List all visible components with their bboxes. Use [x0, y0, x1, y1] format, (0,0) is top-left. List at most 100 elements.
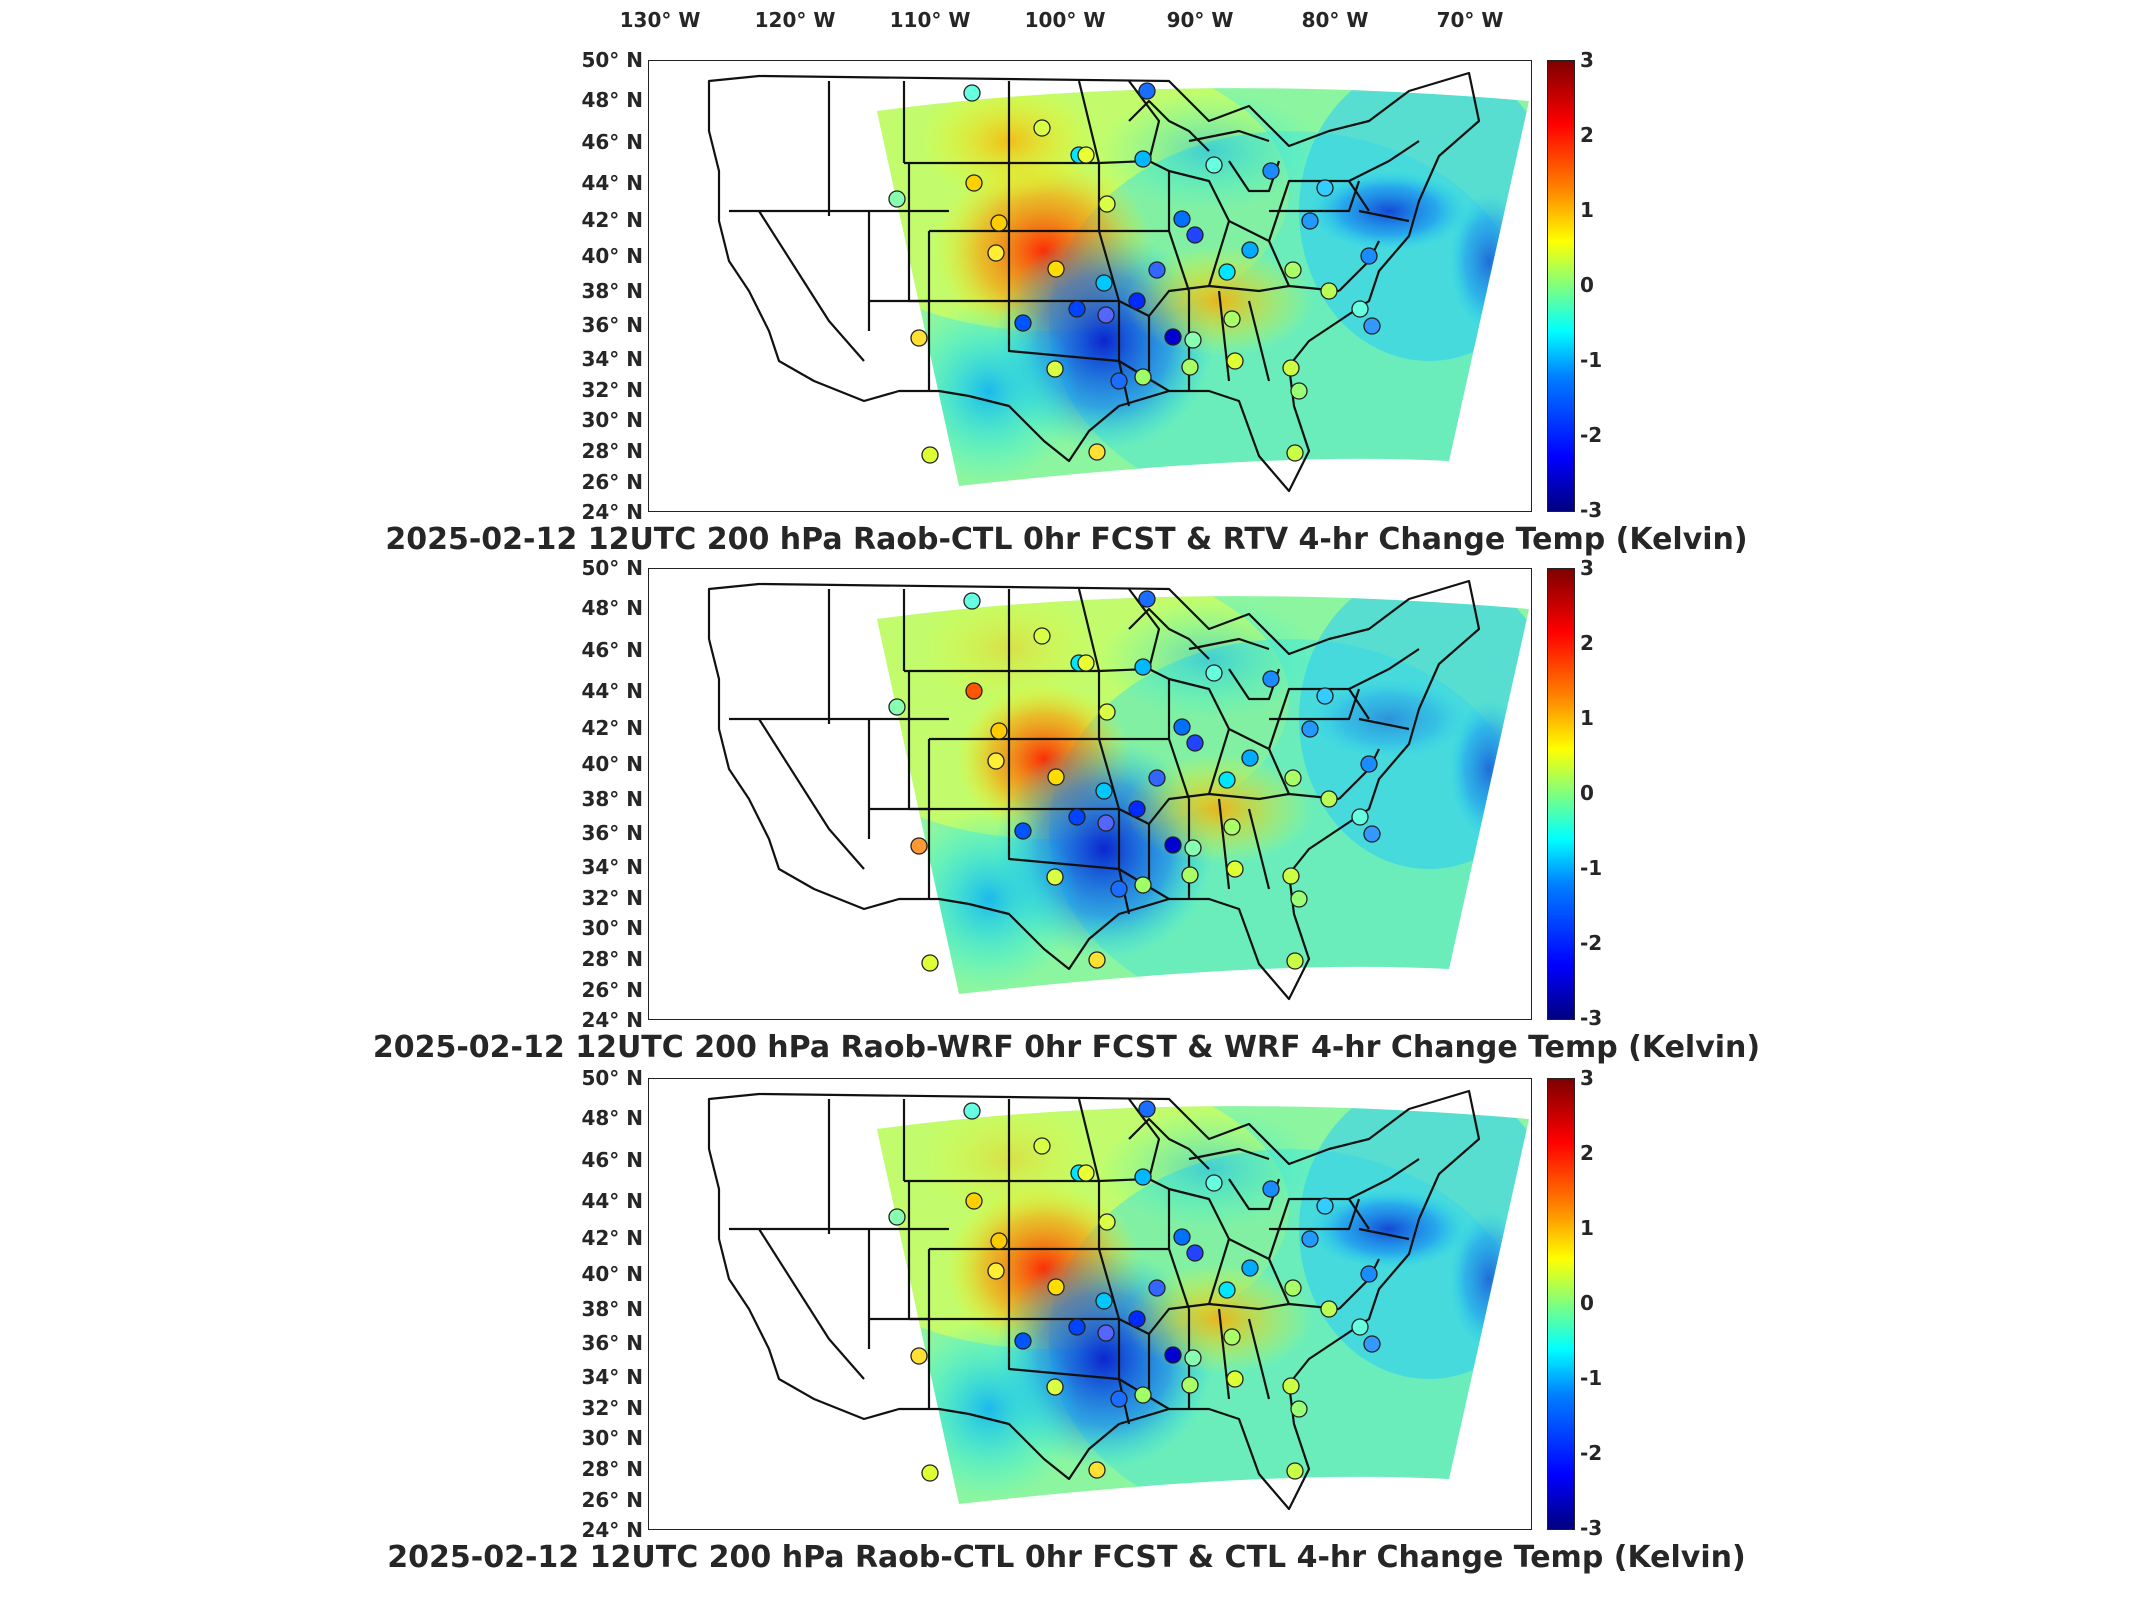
panel-title: 2025-02-12 12UTC 200 hPa Raob-CTL 0hr FC…	[385, 522, 1748, 557]
longitude-label: 90° W	[1166, 8, 1234, 32]
raob-station-marker	[1316, 179, 1334, 197]
raob-station-marker	[1286, 1462, 1304, 1480]
raob-station-marker	[1284, 261, 1302, 279]
raob-station-marker	[1360, 1265, 1378, 1283]
raob-station-marker	[1164, 836, 1182, 854]
map-area	[648, 568, 1532, 1020]
raob-station-marker	[1290, 382, 1308, 400]
raob-station-marker	[1262, 670, 1280, 688]
raob-station-marker	[1282, 1377, 1300, 1395]
longitude-label: 110° W	[889, 8, 971, 32]
raob-station-marker	[888, 190, 906, 208]
map-panel-rtv: 50° N 48° N 46° N 44° N 42° N 40° N 38° N 36° N…	[0, 48, 2133, 570]
raob-station-marker	[1014, 1332, 1032, 1350]
raob-station-marker	[1290, 1400, 1308, 1418]
raob-station-marker	[1351, 808, 1369, 826]
colorbar-tick-label: 3	[1580, 1066, 1594, 1090]
raob-station-marker	[1223, 310, 1241, 328]
raob-station-marker	[1068, 808, 1086, 826]
colorbar-tick-label: -2	[1580, 423, 1603, 447]
map-area	[648, 60, 1532, 512]
latitude-label: 34° N	[581, 855, 643, 879]
raob-station-marker	[1223, 818, 1241, 836]
raob-station-marker	[1262, 1180, 1280, 1198]
latitude-label: 38° N	[581, 279, 643, 303]
latitude-label: 38° N	[581, 787, 643, 811]
colorbar-tick-label: -2	[1580, 931, 1603, 955]
colorbar-tick-label: 2	[1580, 1141, 1594, 1165]
latitude-label: 26° N	[581, 470, 643, 494]
latitude-label: 40° N	[581, 752, 643, 776]
raob-station-marker	[1047, 1278, 1065, 1296]
latitude-label: 36° N	[581, 1331, 643, 1355]
raob-station-marker	[1186, 734, 1204, 752]
latitude-label: 26° N	[581, 1488, 643, 1512]
raob-station-marker	[987, 1262, 1005, 1280]
map-svg	[707, 71, 1529, 493]
colorbar-tick-label: 2	[1580, 123, 1594, 147]
raob-station-marker	[1138, 1100, 1156, 1118]
raob-station-marker	[1138, 82, 1156, 100]
raob-station-marker	[1088, 951, 1106, 969]
raob-station-marker	[1148, 261, 1166, 279]
raob-station-marker	[921, 446, 939, 464]
colorbar-tick-label: -3	[1580, 498, 1603, 522]
raob-station-marker	[1097, 1324, 1115, 1342]
raob-station-marker	[1262, 162, 1280, 180]
raob-station-marker	[1128, 1310, 1146, 1328]
raob-station-marker	[1047, 768, 1065, 786]
longitude-axis: 130° W 120° W 110° W 100° W 90° W 80° W …	[0, 0, 2133, 40]
raob-station-marker	[1184, 331, 1202, 349]
colorbar-tick-label: 0	[1580, 1291, 1594, 1315]
latitude-label: 28° N	[581, 947, 643, 971]
raob-station-marker	[921, 1464, 939, 1482]
raob-station-marker	[1098, 195, 1116, 213]
raob-station-marker	[1301, 212, 1319, 230]
raob-station-marker	[1134, 368, 1152, 386]
latitude-label: 48° N	[581, 88, 643, 112]
raob-station-marker	[1173, 210, 1191, 228]
colorbar-tick-label: 2	[1580, 631, 1594, 655]
raob-station-marker	[910, 1347, 928, 1365]
panel-title: 2025-02-12 12UTC 200 hPa Raob-WRF 0hr FC…	[372, 1030, 1761, 1065]
raob-station-marker	[888, 698, 906, 716]
raob-station-marker	[1134, 150, 1152, 168]
raob-station-marker	[1088, 443, 1106, 461]
raob-station-marker	[1218, 263, 1236, 281]
latitude-label: 40° N	[581, 1262, 643, 1286]
raob-station-marker	[1110, 1390, 1128, 1408]
latitude-label: 32° N	[581, 378, 643, 402]
raob-station-marker	[1360, 247, 1378, 265]
raob-station-marker	[1241, 241, 1259, 259]
raob-station-marker	[1181, 866, 1199, 884]
raob-station-marker	[1173, 718, 1191, 736]
latitude-label: 42° N	[581, 716, 643, 740]
latitude-label: 28° N	[581, 1457, 643, 1481]
raob-station-marker	[1098, 1213, 1116, 1231]
latitude-label: 44° N	[581, 171, 643, 195]
raob-station-marker	[1363, 825, 1381, 843]
latitude-label: 46° N	[581, 638, 643, 662]
raob-station-marker	[1284, 769, 1302, 787]
state-borders	[707, 1089, 1481, 1511]
raob-stations	[888, 82, 1381, 464]
latitude-label: 42° N	[581, 1226, 643, 1250]
raob-station-marker	[1134, 876, 1152, 894]
latitude-label: 40° N	[581, 244, 643, 268]
raob-station-marker	[1320, 790, 1338, 808]
colorbar-tick-label: -1	[1580, 348, 1603, 372]
latitude-label: 34° N	[581, 347, 643, 371]
raob-station-marker	[1218, 771, 1236, 789]
colorbar	[1547, 1078, 1575, 1530]
raob-station-marker	[1097, 306, 1115, 324]
raob-station-marker	[921, 954, 939, 972]
raob-station-marker	[1068, 1318, 1086, 1336]
longitude-label: 130° W	[619, 8, 701, 32]
raob-station-marker	[1110, 372, 1128, 390]
raob-station-marker	[1077, 146, 1095, 164]
colorbar-tick-label: -1	[1580, 1366, 1603, 1390]
panel-title: 2025-02-12 12UTC 200 hPa Raob-CTL 0hr FC…	[387, 1540, 1746, 1575]
raob-stations	[888, 1100, 1381, 1482]
raob-station-marker	[987, 752, 1005, 770]
latitude-label: 48° N	[581, 1106, 643, 1130]
